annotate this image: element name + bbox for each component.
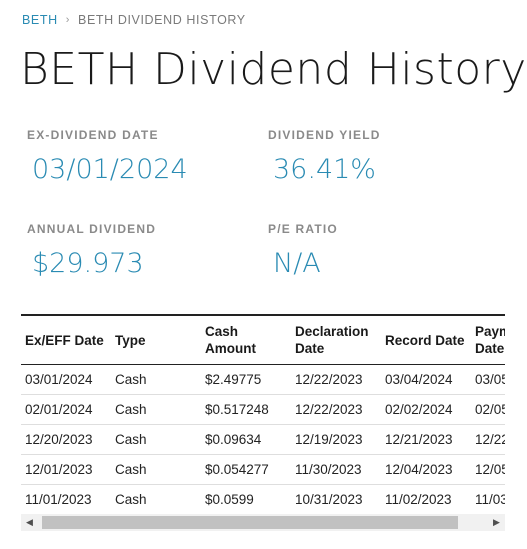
cell-ex-eff-date: 12/20/2023 bbox=[21, 424, 111, 455]
cell-ex-eff-date: 11/01/2023 bbox=[21, 484, 111, 515]
breadcrumb-link-beth[interactable]: BETH bbox=[22, 13, 58, 27]
table-row: 12/01/2023 Cash $0.054277 11/30/2023 12/… bbox=[21, 454, 505, 485]
cell-type: Cash bbox=[111, 364, 201, 395]
cell-record-date: 11/02/2023 bbox=[381, 484, 471, 515]
horizontal-scrollbar[interactable]: ◀ ▶ bbox=[21, 514, 505, 531]
stat-pe-ratio: P/E RATIO N/A bbox=[268, 222, 338, 279]
cell-cash-amount: $0.09634 bbox=[201, 424, 291, 455]
scroll-right-arrow-icon[interactable]: ▶ bbox=[493, 517, 500, 527]
scroll-left-arrow-icon[interactable]: ◀ bbox=[26, 517, 33, 527]
column-header-type: Type bbox=[115, 332, 146, 348]
dividend-history-table: Ex/EFF Date Type Cash Amount Declaration… bbox=[21, 314, 505, 515]
stat-annual-dividend: ANNUAL DIVIDEND $29.973 bbox=[27, 222, 156, 279]
stat-label: ANNUAL DIVIDEND bbox=[27, 222, 157, 236]
stat-value: N/A bbox=[273, 248, 321, 279]
table-row: 02/01/2024 Cash $0.517248 12/22/2023 02/… bbox=[21, 394, 505, 425]
cell-payment-date: 12/22/2023 bbox=[471, 424, 505, 455]
stat-value: 03/01/2024 bbox=[32, 154, 188, 185]
stat-value: $29.973 bbox=[32, 248, 144, 279]
cell-record-date: 03/04/2024 bbox=[381, 364, 471, 395]
cell-cash-amount: $0.0599 bbox=[201, 484, 291, 515]
stat-value: 36.41% bbox=[273, 154, 376, 185]
chevron-right-icon: › bbox=[65, 14, 71, 26]
cell-type: Cash bbox=[111, 454, 201, 485]
cell-type: Cash bbox=[111, 394, 201, 425]
cell-payment-date: 11/03/2023 bbox=[471, 484, 505, 515]
table-header-row: Ex/EFF Date Type Cash Amount Declaration… bbox=[21, 315, 505, 365]
cell-ex-eff-date: 03/01/2024 bbox=[21, 364, 111, 395]
column-header-cash-amount: Cash Amount bbox=[205, 324, 256, 356]
cell-payment-date: 12/05/2023 bbox=[471, 454, 505, 485]
cell-cash-amount: $2.49775 bbox=[201, 364, 291, 395]
cell-declaration-date: 12/22/2023 bbox=[291, 364, 381, 395]
stat-dividend-yield: DIVIDEND YIELD 36.41% bbox=[268, 128, 381, 185]
cell-declaration-date: 11/30/2023 bbox=[291, 454, 381, 485]
stat-ex-dividend-date: EX-DIVIDEND DATE 03/01/2024 bbox=[27, 128, 188, 185]
column-header-record-date: Record Date bbox=[385, 332, 465, 348]
table-row: 03/01/2024 Cash $2.49775 12/22/2023 03/0… bbox=[21, 364, 505, 395]
cell-declaration-date: 12/22/2023 bbox=[291, 394, 381, 425]
table-row: 11/01/2023 Cash $0.0599 10/31/2023 11/02… bbox=[21, 484, 505, 515]
dividend-history-table-container[interactable]: Ex/EFF Date Type Cash Amount Declaration… bbox=[21, 314, 505, 534]
cell-payment-date: 03/05/2024 bbox=[471, 364, 505, 395]
cell-ex-eff-date: 12/01/2023 bbox=[21, 454, 111, 485]
breadcrumb-current: BETH DIVIDEND HISTORY bbox=[78, 13, 246, 27]
stat-label: P/E RATIO bbox=[268, 222, 338, 236]
cell-type: Cash bbox=[111, 424, 201, 455]
cell-record-date: 02/02/2024 bbox=[381, 394, 471, 425]
stat-label: EX-DIVIDEND DATE bbox=[27, 128, 159, 142]
scrollbar-thumb[interactable] bbox=[42, 516, 458, 529]
column-header-ex-eff-date: Ex/EFF Date bbox=[25, 332, 104, 348]
cell-record-date: 12/21/2023 bbox=[381, 424, 471, 455]
column-header-payment-date: Payment Date bbox=[475, 324, 505, 356]
cell-cash-amount: $0.517248 bbox=[201, 394, 291, 425]
cell-ex-eff-date: 02/01/2024 bbox=[21, 394, 111, 425]
stat-label: DIVIDEND YIELD bbox=[268, 128, 381, 142]
table-row: 12/20/2023 Cash $0.09634 12/19/2023 12/2… bbox=[21, 424, 505, 455]
column-header-declaration-date: Declaration Date bbox=[295, 324, 369, 356]
cell-declaration-date: 10/31/2023 bbox=[291, 484, 381, 515]
page-title: BETH Dividend History bbox=[20, 44, 527, 95]
breadcrumb: BETH › BETH DIVIDEND HISTORY bbox=[22, 13, 246, 27]
cell-cash-amount: $0.054277 bbox=[201, 454, 291, 485]
cell-record-date: 12/04/2023 bbox=[381, 454, 471, 485]
cell-type: Cash bbox=[111, 484, 201, 515]
cell-declaration-date: 12/19/2023 bbox=[291, 424, 381, 455]
cell-payment-date: 02/05/2024 bbox=[471, 394, 505, 425]
